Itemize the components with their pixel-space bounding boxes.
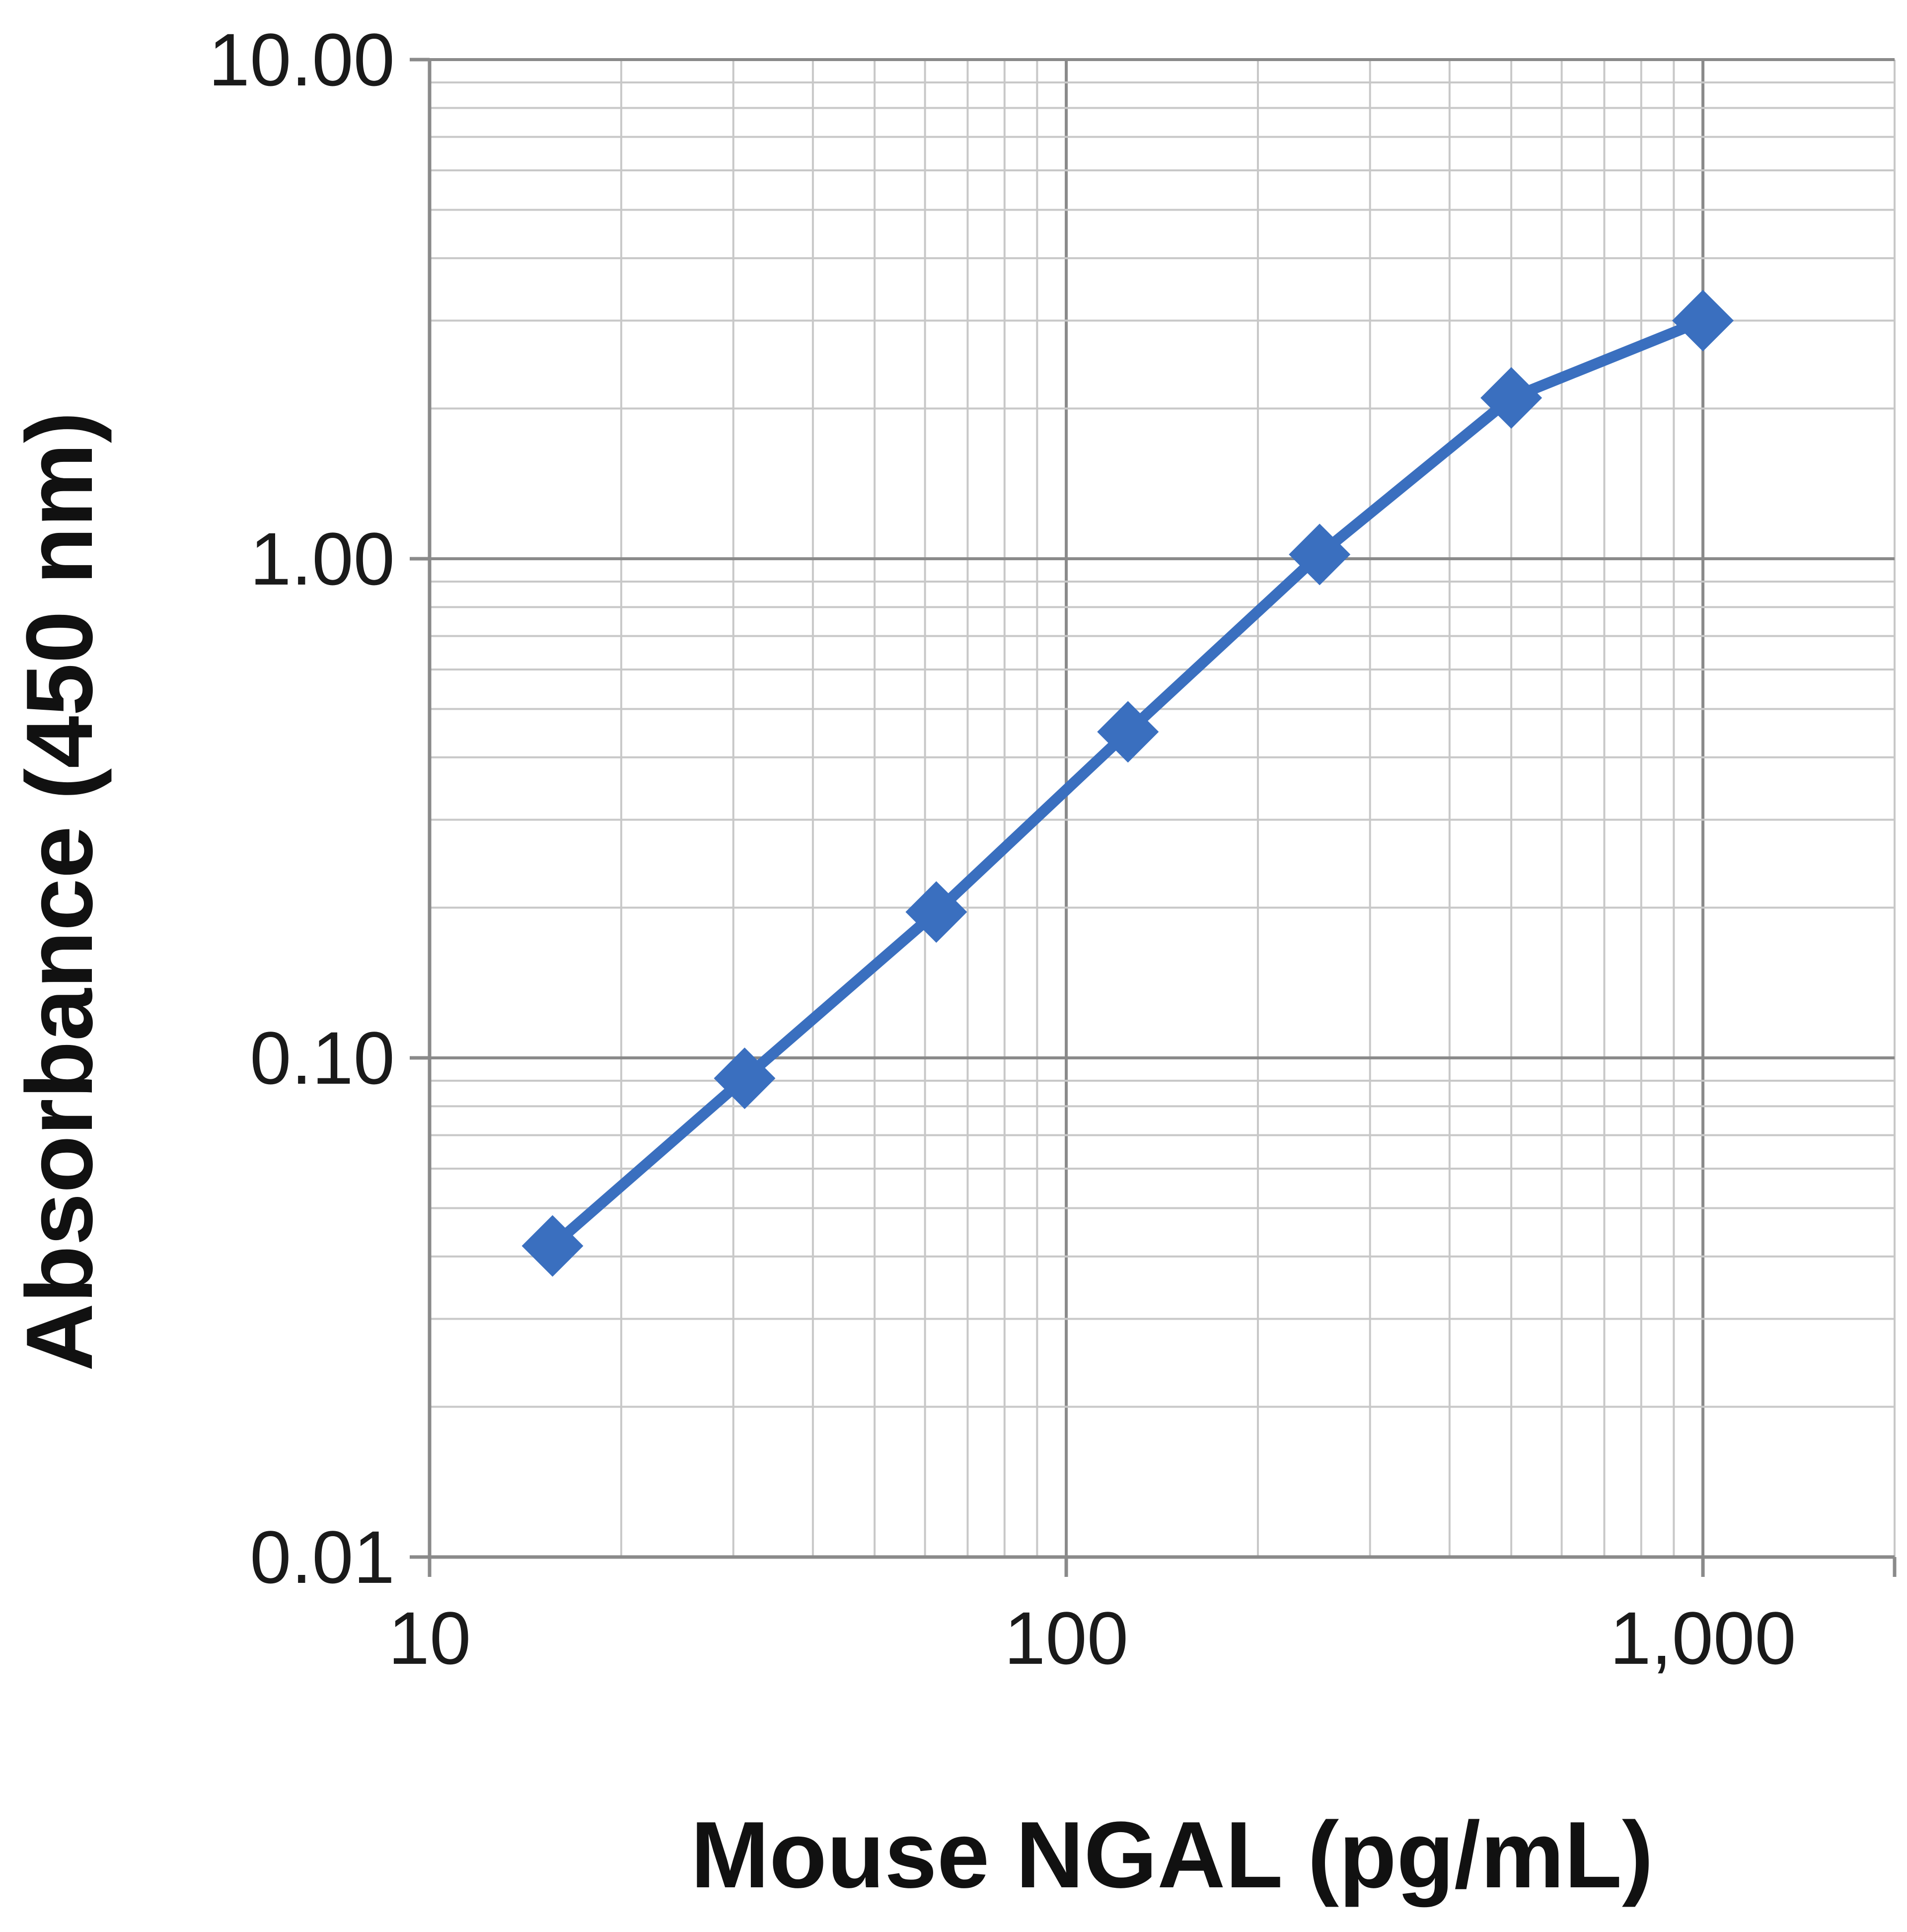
y-tick-label: 0.10 — [250, 1016, 395, 1100]
y-tick-label: 0.01 — [250, 1515, 395, 1599]
grid — [428, 58, 1896, 1559]
data-point-marker — [1480, 367, 1542, 429]
x-tick-label: 10 — [388, 1596, 471, 1680]
data-point-marker — [1672, 290, 1734, 352]
data-point-marker — [1289, 523, 1351, 586]
tick-labels: 0.01 0.10 1.00 10.00 10 100 1,000 — [209, 18, 1796, 1680]
x-tick-label: 100 — [1004, 1596, 1128, 1680]
x-axis-title: Mouse NGAL (pg/mL) — [691, 1802, 1654, 1908]
data-series — [521, 290, 1734, 1277]
data-point-marker — [714, 1047, 776, 1110]
series-layer — [521, 290, 1734, 1277]
y-axis-title: Absorbance (450 nm) — [7, 412, 112, 1371]
x-tick-label: 1,000 — [1610, 1596, 1796, 1680]
data-point-marker — [905, 881, 967, 943]
data-point-marker — [1097, 701, 1159, 763]
data-point-marker — [521, 1215, 584, 1277]
y-tick-label: 1.00 — [250, 517, 395, 600]
y-tick-label: 10.00 — [209, 18, 395, 101]
axes — [410, 58, 1897, 1577]
